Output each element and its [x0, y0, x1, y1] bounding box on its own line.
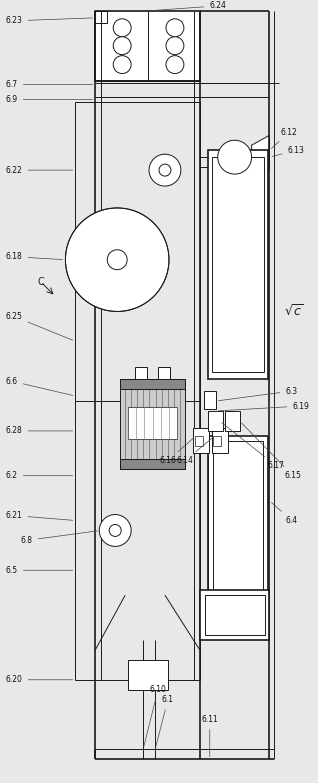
- Text: C: C: [37, 276, 44, 287]
- Bar: [120, 379, 185, 389]
- Text: 6.3: 6.3: [218, 387, 297, 401]
- Circle shape: [66, 208, 169, 312]
- Bar: [208, 150, 267, 379]
- Text: 6.14: 6.14: [176, 438, 213, 465]
- Bar: [95, 11, 107, 23]
- Text: 6.22: 6.22: [6, 166, 73, 175]
- Bar: [195, 436, 203, 446]
- Text: 6.7: 6.7: [6, 80, 93, 89]
- Bar: [208, 411, 223, 431]
- Text: 6.10: 6.10: [144, 685, 166, 747]
- Circle shape: [109, 525, 121, 536]
- Text: 6.6: 6.6: [6, 377, 73, 395]
- Text: 6.11: 6.11: [201, 715, 218, 756]
- Bar: [95, 11, 200, 81]
- Bar: [128, 660, 168, 690]
- Text: 6.9: 6.9: [6, 95, 93, 104]
- Text: 6.12: 6.12: [272, 128, 297, 148]
- Bar: [213, 436, 221, 446]
- Text: 6.20: 6.20: [6, 675, 73, 684]
- Circle shape: [113, 19, 131, 37]
- Text: 6.13: 6.13: [272, 146, 304, 157]
- Text: 6.4: 6.4: [272, 503, 297, 525]
- Text: 6.16: 6.16: [160, 438, 194, 465]
- Text: 6.21: 6.21: [6, 511, 73, 520]
- Circle shape: [166, 56, 184, 74]
- Bar: [205, 595, 265, 635]
- Text: 6.2: 6.2: [6, 471, 73, 480]
- Text: 6.5: 6.5: [6, 566, 73, 575]
- Bar: [135, 367, 147, 379]
- Text: 6.19: 6.19: [218, 402, 309, 411]
- Circle shape: [107, 250, 127, 269]
- Bar: [200, 590, 269, 640]
- Text: 6.28: 6.28: [6, 427, 73, 435]
- Circle shape: [113, 37, 131, 55]
- Bar: [208, 436, 267, 610]
- Circle shape: [218, 140, 252, 174]
- Bar: [225, 411, 240, 431]
- Circle shape: [113, 56, 131, 74]
- Text: 6.25: 6.25: [6, 312, 73, 341]
- Bar: [212, 428, 228, 453]
- Text: 6.23: 6.23: [6, 16, 93, 25]
- Circle shape: [159, 164, 171, 176]
- Bar: [75, 103, 200, 680]
- Bar: [120, 459, 185, 469]
- Text: 6.15: 6.15: [242, 423, 301, 480]
- Circle shape: [149, 154, 181, 186]
- Polygon shape: [252, 135, 269, 169]
- Text: $\sqrt{c}$: $\sqrt{c}$: [284, 304, 304, 319]
- Bar: [158, 367, 170, 379]
- Bar: [213, 441, 263, 605]
- Circle shape: [166, 37, 184, 55]
- Bar: [212, 157, 264, 372]
- Bar: [204, 391, 216, 409]
- Bar: [128, 407, 177, 439]
- Circle shape: [166, 19, 184, 37]
- Text: 6.24: 6.24: [151, 2, 226, 11]
- Circle shape: [99, 514, 131, 547]
- Text: 6.1: 6.1: [156, 695, 174, 747]
- Text: 6.18: 6.18: [6, 252, 63, 262]
- Bar: [193, 428, 209, 453]
- Text: 6.8: 6.8: [21, 531, 98, 545]
- Bar: [120, 379, 185, 469]
- Text: 6.17: 6.17: [222, 423, 284, 471]
